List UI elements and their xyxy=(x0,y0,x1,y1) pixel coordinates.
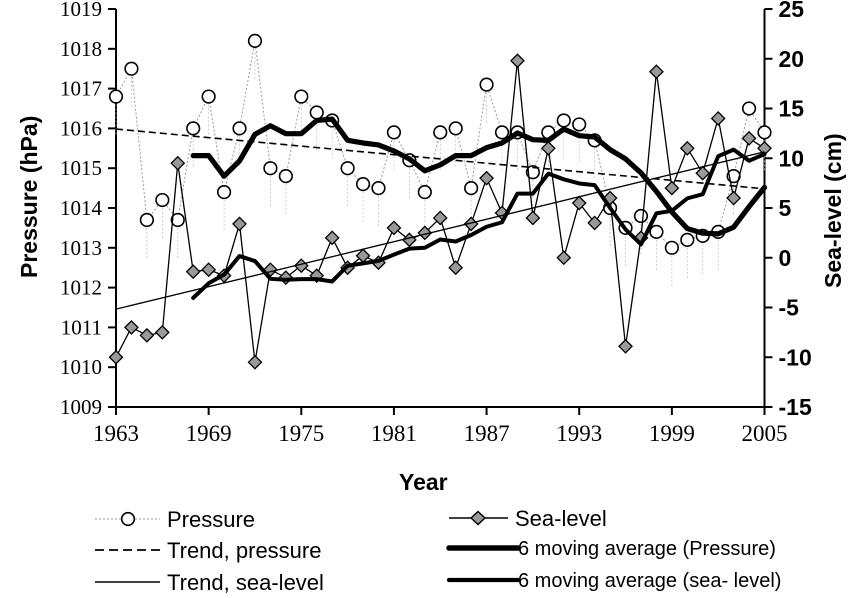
svg-text:Trend, pressure: Trend, pressure xyxy=(167,538,321,563)
svg-text:6 moving average (sea- level): 6 moving average (sea- level) xyxy=(518,570,781,592)
svg-text:Trend, sea-level: Trend, sea-level xyxy=(167,570,324,593)
svg-text:6 moving average (Pressure): 6 moving average (Pressure) xyxy=(518,538,776,560)
svg-text:Sea-level: Sea-level xyxy=(515,506,607,531)
svg-text:Pressure: Pressure xyxy=(167,507,255,532)
